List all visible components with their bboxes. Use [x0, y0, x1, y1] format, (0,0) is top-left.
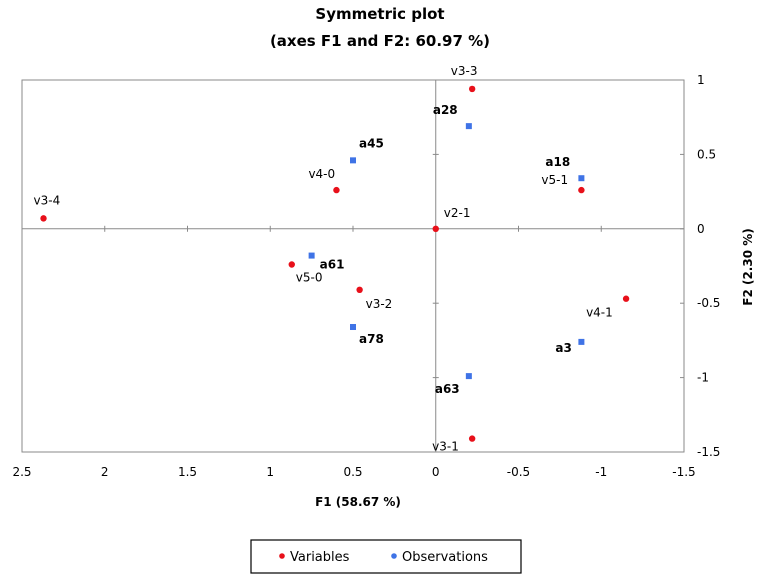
legend-box — [250, 539, 522, 574]
axes-group — [21, 79, 685, 453]
observation-point-a3 — [578, 338, 585, 345]
y-tick-labels: -1.5 -1 -0.5 0 0.5 1 — [697, 73, 720, 459]
y-tick-label: 0 — [697, 222, 705, 236]
legend-marker-variables — [279, 553, 285, 559]
y-tick-label: -0.5 — [697, 296, 720, 310]
variable-point-v3-1 — [468, 435, 476, 442]
y-axis-title: F2 (2.30 %) — [741, 228, 755, 306]
observation-point-a18 — [578, 175, 585, 182]
variable-label-v3-1: v3-1 — [432, 440, 459, 454]
variable-point-v4-0 — [333, 186, 340, 194]
x-tick-labels: 2.5 2 1.5 1 0.5 0 -0.5 -1 -1.5 — [12, 465, 695, 479]
y-tick-label: -1.5 — [697, 445, 720, 459]
observation-label-a45: a45 — [359, 136, 384, 150]
variable-label-v4-1: v4-1 — [586, 306, 613, 320]
variable-point-v5-1 — [578, 186, 585, 194]
observation-label-a78: a78 — [359, 332, 384, 346]
observation-point-a63 — [465, 373, 472, 380]
legend: Variables Observations — [250, 539, 522, 574]
observation-label-a28: a28 — [433, 103, 458, 117]
variable-label-v5-0: v5-0 — [296, 271, 323, 285]
chart-title-line1: Symmetric plot — [315, 5, 444, 23]
variable-label-v3-3: v3-3 — [451, 64, 478, 78]
variable-point-v3-4 — [40, 215, 47, 222]
observation-label-a18: a18 — [545, 155, 570, 169]
y-tick-label: -1 — [697, 371, 709, 385]
x-tick-label: -0.5 — [507, 465, 530, 479]
observation-point-a28 — [465, 123, 472, 130]
x-tick-label: 1.5 — [178, 465, 197, 479]
legend-label-variables: Variables — [290, 550, 350, 565]
x-tick-label: -1 — [595, 465, 607, 479]
x-tick-label: 2 — [101, 465, 109, 479]
variable-point-v2-1 — [432, 225, 439, 232]
variable-label-v2-1: v2-1 — [444, 206, 471, 220]
x-tick-label: -1.5 — [672, 465, 695, 479]
variable-label-v5-1: v5-1 — [541, 173, 568, 187]
variable-point-v4-1 — [622, 295, 630, 302]
data-marks: v3-3 v4-0 v5-1 v3-4 v2-1 v5-0 v3-2 v4-1 v3-1 a28 a… — [34, 64, 630, 454]
variable-label-v4-0: v4-0 — [308, 167, 335, 181]
variable-point-v3-3 — [468, 85, 476, 93]
variable-label-v3-2: v3-2 — [366, 297, 393, 311]
variable-point-v5-0 — [288, 261, 295, 268]
plot-area — [21, 79, 685, 453]
y-tick-label: 0.5 — [697, 147, 716, 161]
x-tick-label: 0 — [432, 465, 440, 479]
chart-title-line2: (axes F1 and F2: 60.97 %) — [270, 32, 490, 50]
observation-label-a3: a3 — [555, 341, 571, 355]
x-tick-label: 2.5 — [12, 465, 31, 479]
legend-label-observations: Observations — [402, 550, 488, 565]
x-tick-label: 0.5 — [343, 465, 362, 479]
observation-point-a45 — [350, 157, 356, 164]
observation-point-a78 — [350, 324, 356, 331]
variable-label-v3-4: v3-4 — [34, 193, 61, 207]
x-tick-label: 1 — [266, 465, 274, 479]
observation-label-a63: a63 — [435, 382, 460, 396]
x-axis-title: F1 (58.67 %) — [315, 495, 401, 509]
variable-point-v3-2 — [356, 286, 363, 294]
y-tick-label: 1 — [697, 73, 705, 87]
observation-point-a61 — [308, 252, 315, 259]
observation-label-a61: a61 — [320, 258, 345, 272]
legend-marker-observations — [391, 553, 397, 559]
